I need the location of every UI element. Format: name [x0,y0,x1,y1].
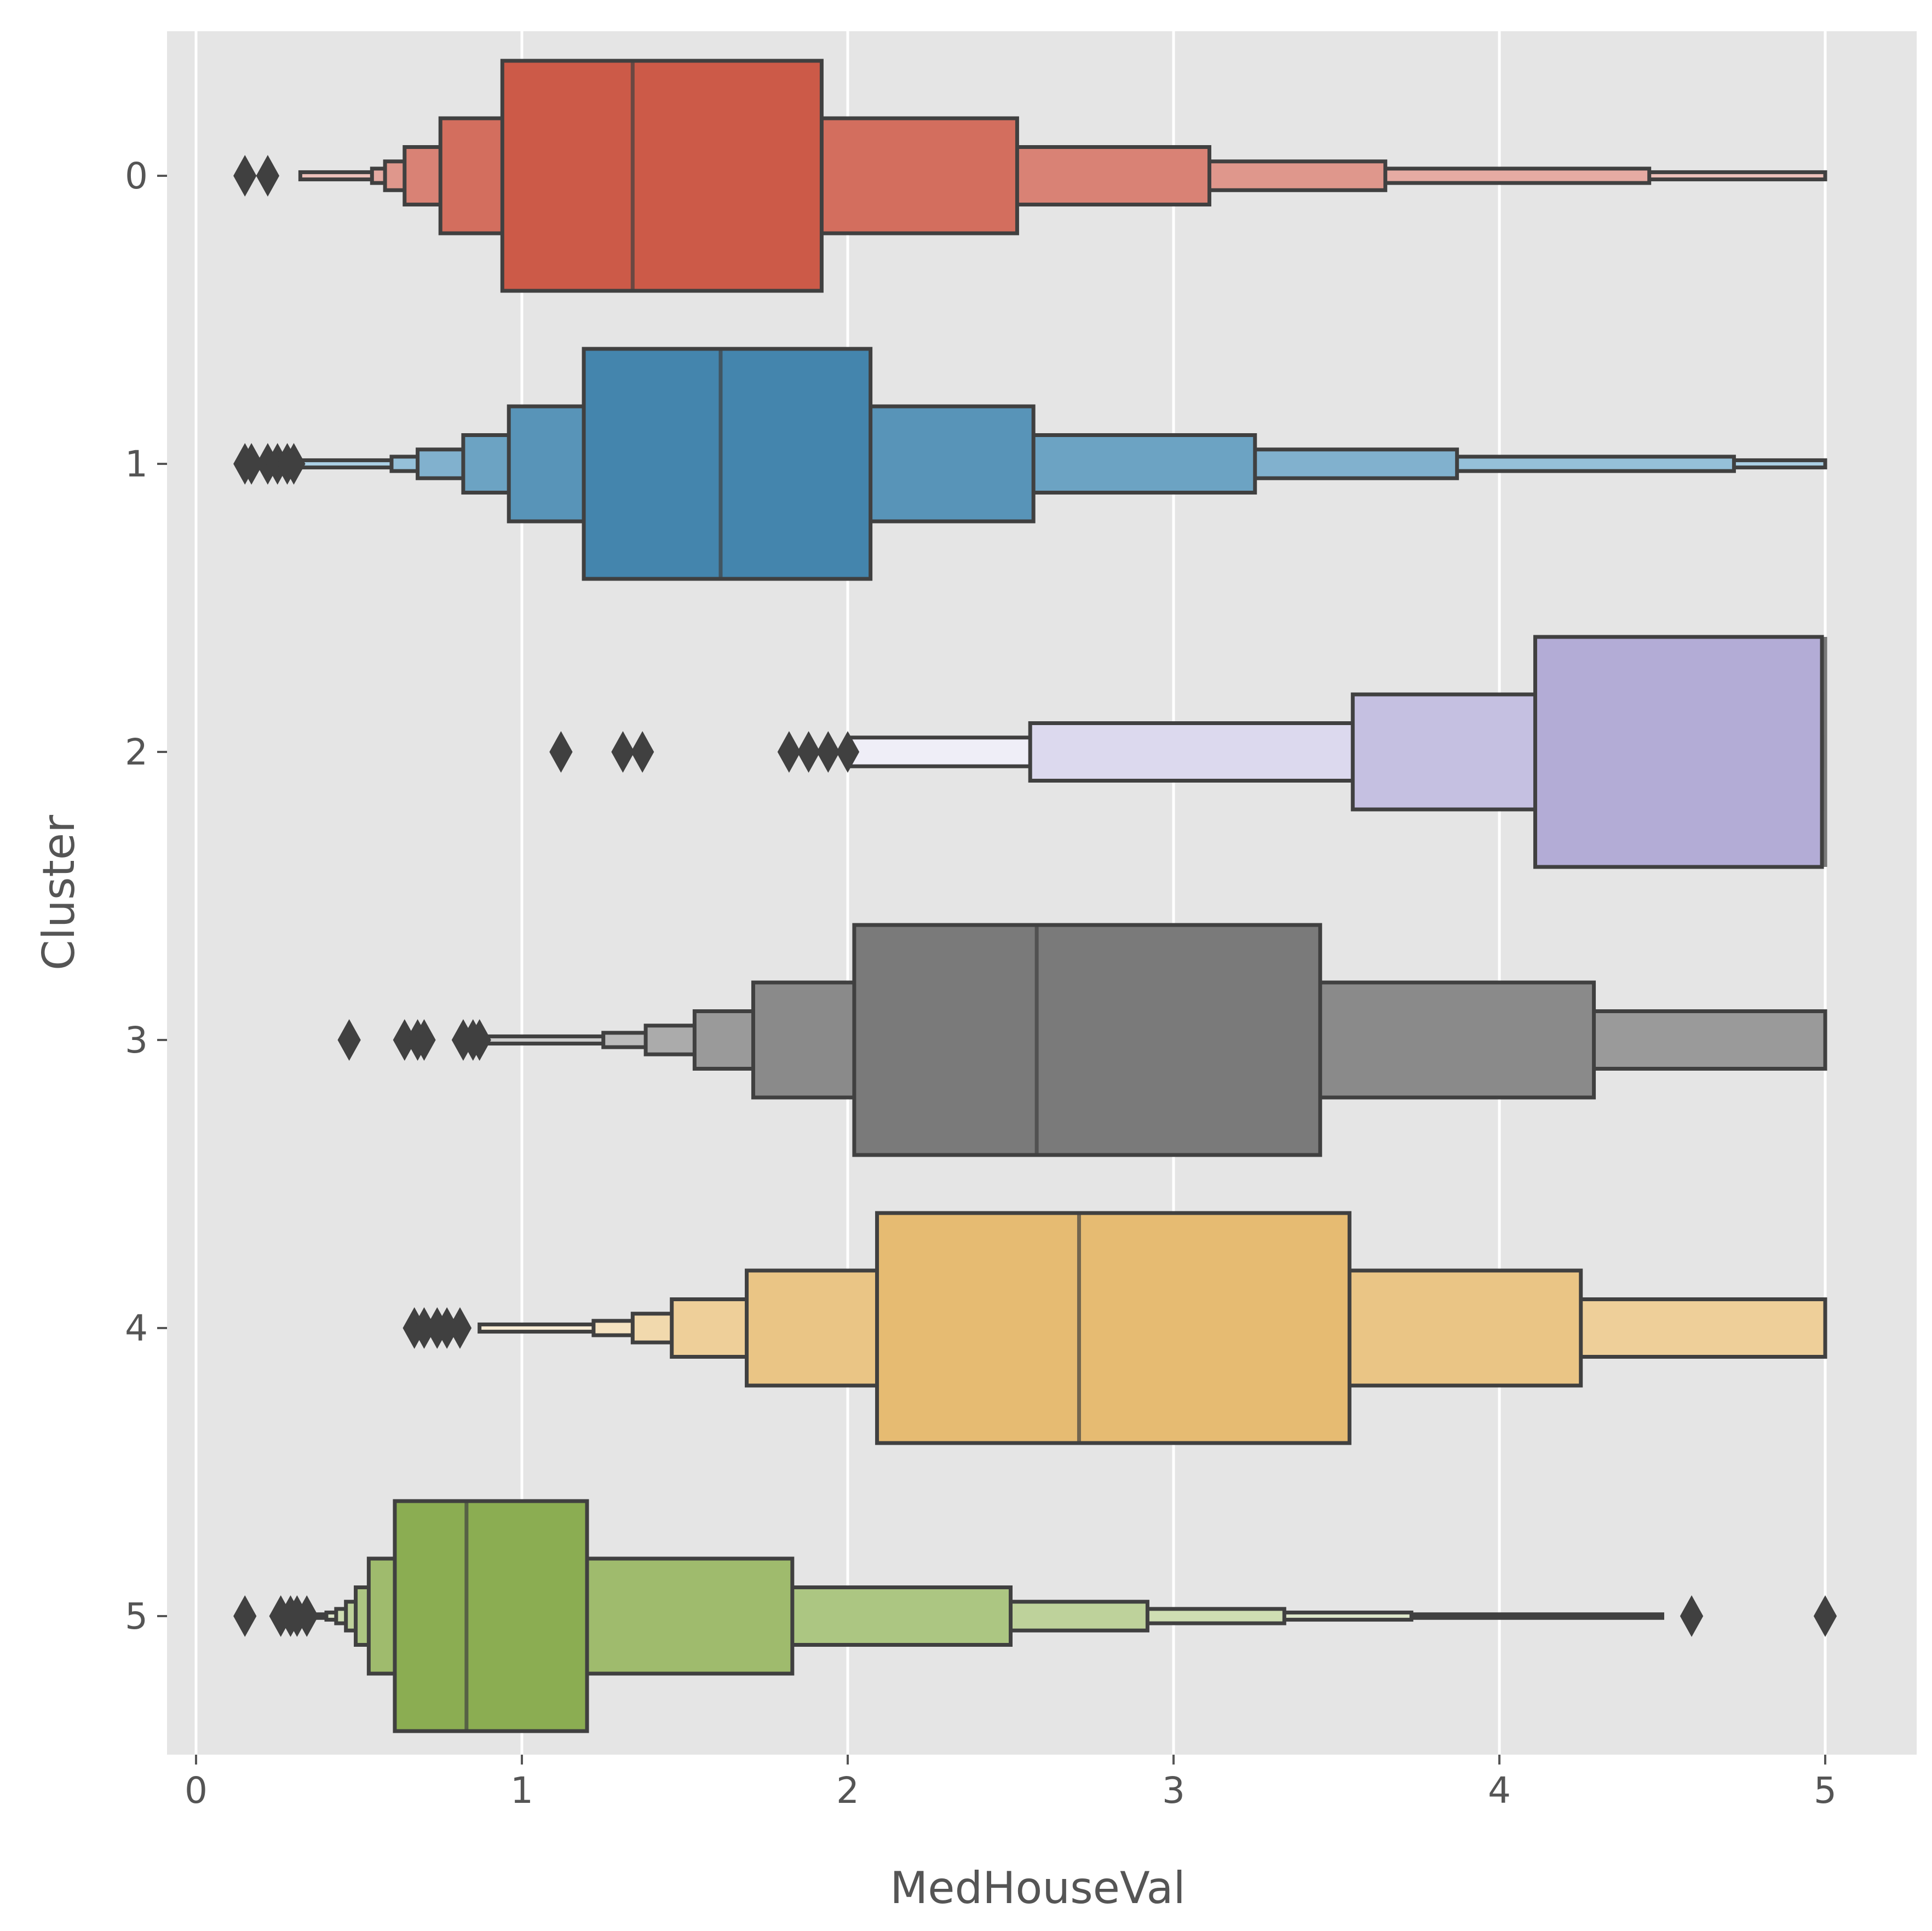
x-tick-label: 4 [1488,1769,1511,1812]
outlier-marker [256,154,280,197]
boxen-series-0 [233,59,1827,293]
boxen-series [233,59,1837,1733]
boxen-series-3 [337,923,1827,1157]
plot-background [167,31,1917,1755]
boxen-series-2 [549,635,1827,869]
boxen-level-2-0 [1533,635,1824,869]
outlier-marker [295,1595,319,1637]
boxen-series-1 [233,347,1827,581]
outlier-marker [233,154,257,197]
grid-lines [194,31,1827,1755]
outlier-marker [337,1019,361,1061]
x-tick-label: 3 [1162,1769,1185,1812]
outlier-marker [282,442,306,485]
boxen-level-0-0 [500,59,824,293]
x-tick-label: 1 [510,1769,533,1812]
y-tick-label: 1 [125,443,148,485]
boxen-level-1-0 [582,347,873,581]
y-tick-label: 2 [125,731,148,773]
boxen-series-4 [403,1211,1827,1445]
y-tick-label: 0 [125,155,148,197]
outlier-marker [611,731,635,773]
outlier-marker [468,1019,491,1061]
outlier-marker [448,1307,472,1349]
y-tick-label: 4 [125,1307,148,1349]
boxen-level-4-0 [875,1211,1352,1445]
x-tick-label: 5 [1814,1769,1837,1812]
boxen-series-5 [233,1499,1837,1733]
y-tick-label: 3 [125,1019,148,1061]
y-axis-label: Cluster [33,815,84,970]
outlier-marker [1813,1595,1837,1637]
axis-ticks: 0 1 2 3 4 5 0 1 2 3 4 5 [125,155,1837,1812]
outlier-marker [836,731,860,773]
outlier-marker [549,731,573,773]
outlier-marker [817,731,840,773]
outlier-marker [412,1019,436,1061]
outlier-marker [631,731,654,773]
outlier-marker [1680,1595,1704,1637]
x-axis-label: MedHouseVal [890,1863,1186,1913]
boxen-level-3-0 [852,923,1323,1157]
x-tick-label: 0 [185,1769,208,1812]
outlier-marker [233,1595,257,1637]
x-tick-label: 2 [836,1769,859,1812]
y-tick-label: 5 [125,1595,148,1637]
outlier-marker [797,731,820,773]
boxen-level-5-0 [393,1499,589,1733]
outlier-marker [777,731,801,773]
outlier-marker [240,442,263,485]
